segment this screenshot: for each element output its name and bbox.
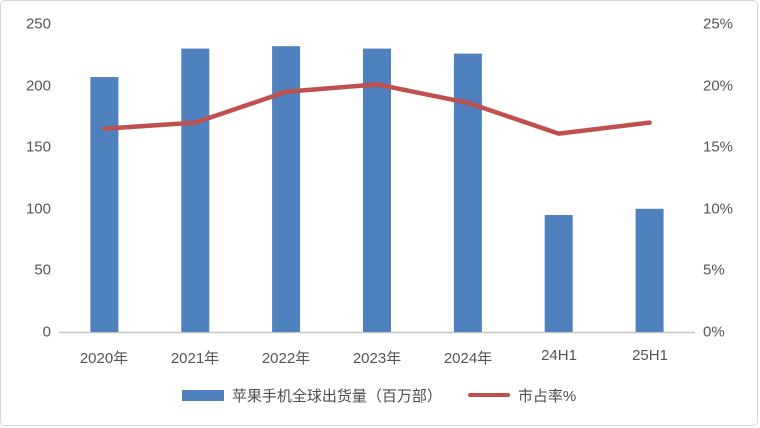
- left-axis-tick: 100: [25, 200, 51, 218]
- legend-item-market-share: 市占率%: [467, 385, 577, 406]
- legend-item-shipments: 苹果手机全球出货量（百万部）: [181, 385, 442, 406]
- right-axis-tick: 15%: [703, 138, 734, 156]
- right-axis-tick: 0%: [703, 323, 725, 341]
- x-axis-label: 2020年: [79, 350, 129, 367]
- bar-2024年: [453, 53, 482, 332]
- left-axis-tick: 50: [34, 261, 51, 279]
- line-series-swatch: [467, 393, 510, 397]
- bar-25H1: [635, 208, 664, 332]
- legend-label-market-share: 市占率%: [517, 387, 577, 405]
- x-axis-label: 24H1: [541, 347, 577, 364]
- market-share-line: [102, 82, 652, 136]
- x-axis-label: 2023年: [352, 350, 402, 367]
- bar-24H1: [544, 215, 573, 332]
- bar-2023年: [363, 48, 391, 332]
- bar-2021年: [181, 48, 210, 332]
- x-axis-label: 2024年: [443, 350, 493, 367]
- left-axis-tick: 200: [25, 77, 51, 95]
- legend-label-shipments: 苹果手机全球出货量（百万部）: [231, 387, 442, 405]
- left-axis-tick: 250: [25, 15, 51, 33]
- x-axis-label: 2021年: [170, 350, 220, 367]
- x-axis-label: 2022年: [261, 350, 311, 367]
- chart-legend: 苹果手机全球出货量（百万部） 市占率%: [1, 382, 757, 408]
- right-axis-tick: 5%: [703, 261, 725, 279]
- right-axis-tick: 25%: [703, 15, 734, 33]
- bar-series-swatch: [181, 389, 224, 401]
- left-axis-tick: 150: [25, 138, 51, 156]
- bar-2020年: [90, 77, 119, 332]
- left-axis-tick: 0: [42, 323, 51, 341]
- right-axis-tick: 10%: [703, 200, 734, 218]
- right-axis-tick: 20%: [703, 77, 734, 95]
- x-axis-label: 25H1: [632, 347, 668, 364]
